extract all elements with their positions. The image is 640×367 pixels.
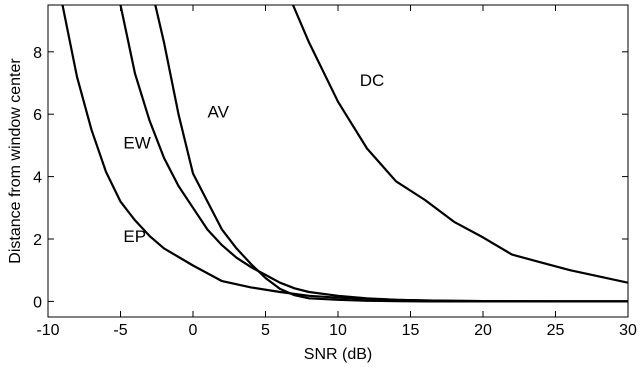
- y-tick-label: 2: [33, 232, 42, 249]
- series-line-av: [154, 5, 628, 303]
- y-tick-label: 6: [33, 107, 42, 124]
- chart-marks: DC AV EW EP: [61, 5, 628, 303]
- series-line-dc: [291, 5, 628, 284]
- series-label-av: AV: [208, 102, 230, 121]
- y-tick-label: 4: [33, 170, 42, 187]
- x-axis-label: SNR (dB): [304, 346, 372, 363]
- y-tick-label: 8: [33, 45, 42, 62]
- axis-ticks: -10 -5 0 5 10 15 20 25 30 0 2 4 6 8: [33, 5, 637, 339]
- series-label-ep: EP: [123, 227, 146, 246]
- x-tick-label: 20: [474, 322, 492, 339]
- y-axis-label: Distance from window center: [7, 58, 24, 264]
- x-tick-label: 25: [547, 322, 565, 339]
- series-line-ep: [61, 5, 628, 303]
- x-tick-label: -10: [36, 322, 59, 339]
- y-tick-label: 0: [33, 294, 42, 311]
- series-line-ew: [119, 5, 628, 303]
- series-label-ew: EW: [123, 134, 150, 153]
- plot-frame: [47, 4, 629, 318]
- x-tick-label: 15: [402, 322, 420, 339]
- series-label-dc: DC: [360, 71, 385, 90]
- x-tick-label: 30: [619, 322, 637, 339]
- x-tick-label: 10: [329, 322, 347, 339]
- x-tick-label: -5: [113, 322, 127, 339]
- x-tick-label: 0: [189, 322, 198, 339]
- x-tick-label: 5: [261, 322, 270, 339]
